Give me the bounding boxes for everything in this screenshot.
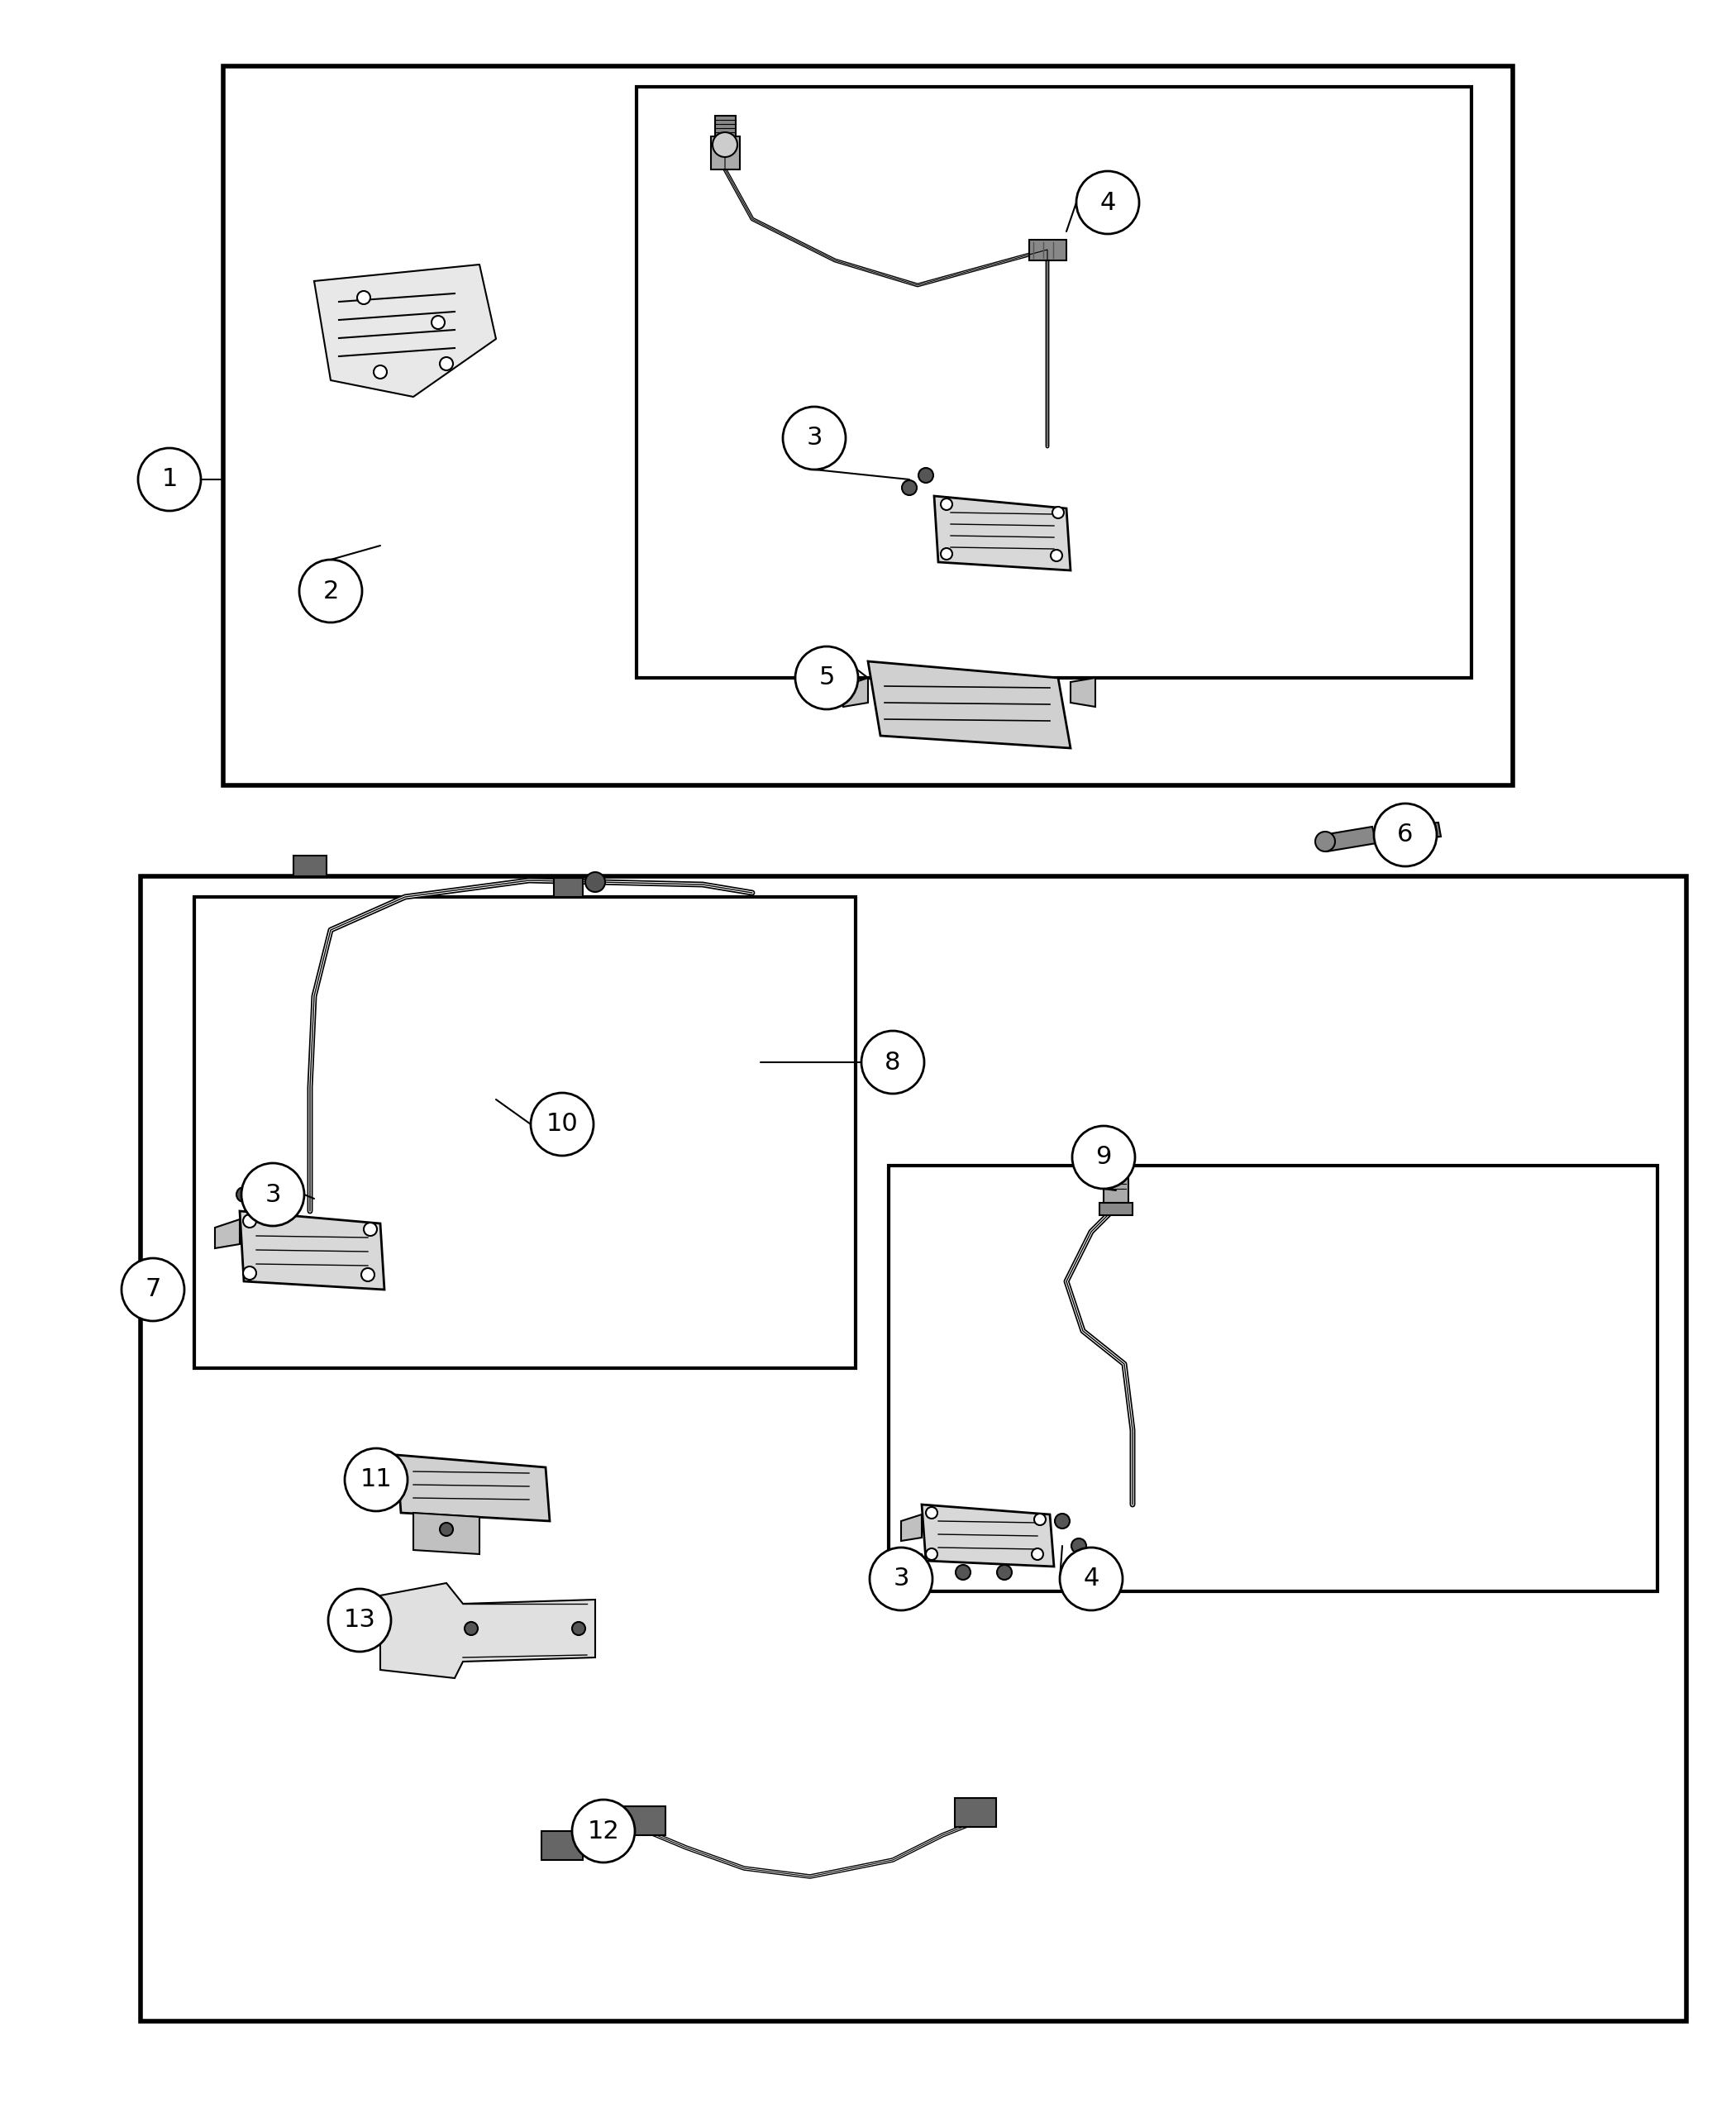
Polygon shape (215, 1218, 240, 1248)
Text: 12: 12 (587, 1819, 620, 1842)
Bar (637, 86, 1472, 679)
Circle shape (573, 1621, 585, 1636)
Text: 7: 7 (144, 1277, 161, 1301)
Circle shape (365, 1223, 377, 1235)
Circle shape (870, 1547, 932, 1611)
Text: 8: 8 (885, 1050, 901, 1075)
Circle shape (996, 1564, 1012, 1579)
Circle shape (861, 1031, 924, 1094)
Circle shape (1052, 506, 1064, 519)
Circle shape (941, 548, 953, 559)
Polygon shape (1099, 1204, 1132, 1214)
Polygon shape (542, 1832, 583, 1859)
Circle shape (439, 1522, 453, 1537)
Circle shape (783, 407, 845, 470)
Circle shape (1055, 1514, 1069, 1528)
Polygon shape (922, 1505, 1054, 1566)
Text: 10: 10 (547, 1113, 578, 1136)
Circle shape (373, 365, 387, 379)
Circle shape (465, 1621, 477, 1636)
Circle shape (1373, 803, 1437, 866)
Circle shape (1073, 1126, 1135, 1189)
Circle shape (1316, 833, 1335, 852)
Circle shape (432, 316, 444, 329)
Circle shape (236, 1187, 252, 1202)
Polygon shape (1392, 822, 1441, 841)
Polygon shape (413, 1514, 479, 1554)
Text: 11: 11 (359, 1467, 392, 1492)
Bar (889, 1166, 1658, 1592)
Polygon shape (934, 495, 1071, 571)
Circle shape (243, 1267, 257, 1280)
Polygon shape (868, 662, 1071, 748)
Circle shape (299, 559, 363, 622)
Circle shape (925, 1549, 937, 1560)
Circle shape (1031, 1549, 1043, 1560)
Circle shape (241, 1164, 304, 1227)
Circle shape (139, 449, 201, 510)
Circle shape (122, 1258, 184, 1322)
Bar (224, 65, 1512, 786)
Circle shape (1071, 1539, 1087, 1554)
Circle shape (918, 468, 934, 483)
Text: 5: 5 (819, 666, 835, 689)
Polygon shape (955, 1798, 996, 1828)
Text: 6: 6 (1397, 822, 1413, 847)
Polygon shape (314, 264, 496, 396)
Circle shape (260, 1191, 276, 1206)
Polygon shape (398, 1455, 550, 1522)
Circle shape (361, 1269, 375, 1282)
Circle shape (358, 291, 370, 304)
Polygon shape (380, 1583, 595, 1678)
Polygon shape (844, 679, 868, 706)
Circle shape (585, 873, 606, 892)
Bar (194, 896, 856, 1368)
Polygon shape (625, 1807, 665, 1836)
Circle shape (941, 497, 953, 510)
Text: 1: 1 (161, 468, 177, 491)
Circle shape (439, 356, 453, 371)
Text: 3: 3 (892, 1566, 910, 1592)
Circle shape (1059, 1547, 1123, 1611)
Circle shape (712, 133, 738, 158)
Circle shape (795, 647, 858, 708)
Polygon shape (712, 137, 740, 169)
Polygon shape (240, 1212, 384, 1290)
Polygon shape (293, 856, 326, 877)
Circle shape (1389, 824, 1406, 841)
Polygon shape (715, 116, 736, 137)
Text: 3: 3 (806, 426, 823, 451)
Circle shape (903, 481, 917, 495)
Text: 4: 4 (1083, 1566, 1099, 1592)
Circle shape (1076, 171, 1139, 234)
Circle shape (925, 1507, 937, 1518)
Circle shape (1035, 1514, 1045, 1526)
Polygon shape (1104, 1170, 1128, 1204)
Polygon shape (1071, 679, 1095, 706)
Circle shape (531, 1092, 594, 1155)
Text: 3: 3 (264, 1183, 281, 1206)
Text: 4: 4 (1099, 190, 1116, 215)
Circle shape (328, 1589, 391, 1653)
Polygon shape (901, 1514, 922, 1541)
Polygon shape (554, 877, 583, 896)
Bar (141, 877, 1686, 2022)
Text: 9: 9 (1095, 1145, 1111, 1170)
Circle shape (955, 1564, 970, 1579)
Circle shape (1050, 550, 1062, 561)
Circle shape (243, 1214, 257, 1227)
Circle shape (345, 1448, 408, 1511)
Text: 13: 13 (344, 1608, 375, 1632)
Circle shape (573, 1800, 635, 1863)
Text: 2: 2 (323, 580, 339, 603)
Polygon shape (1323, 826, 1377, 852)
Polygon shape (1029, 240, 1066, 261)
